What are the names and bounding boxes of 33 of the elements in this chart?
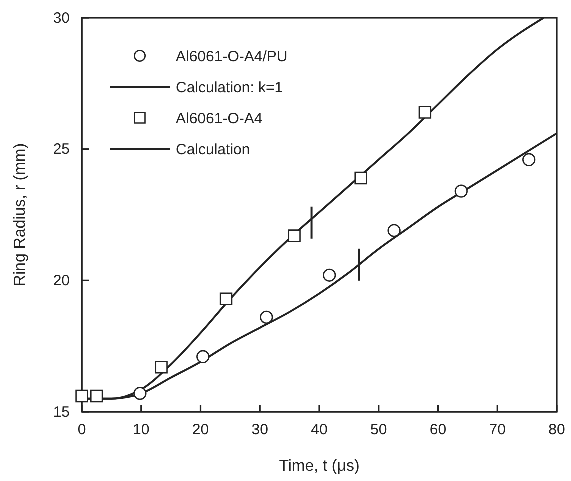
legend-label: Calculation: k=1 — [176, 79, 284, 96]
point — [288, 230, 301, 242]
x-tick-label: 70 — [489, 422, 506, 439]
point — [354, 172, 368, 185]
point — [418, 106, 432, 119]
x-tick-label: 0 — [78, 422, 86, 439]
point — [90, 390, 104, 403]
y-tick-label: 30 — [53, 10, 70, 27]
point — [388, 224, 401, 238]
point — [522, 153, 536, 166]
y-tick-label: 20 — [53, 272, 70, 290]
y-tick-label: 25 — [53, 141, 70, 158]
point — [323, 268, 336, 282]
x-tick-label: 60 — [430, 422, 447, 439]
x-tick-label: 80 — [548, 422, 566, 439]
x-tick-label: 40 — [311, 422, 328, 439]
point — [196, 350, 210, 364]
x-tick-label: 10 — [133, 422, 150, 439]
legend-label: Al6061-O-A4/PU — [176, 48, 288, 66]
point — [155, 360, 168, 374]
y-axis-title: Ring Radius, r (mm) — [12, 143, 29, 287]
point — [76, 390, 88, 403]
x-tick-label: 50 — [370, 422, 388, 439]
x-tick-label: 20 — [192, 422, 210, 439]
x-axis-title: Time, t (μs) — [279, 458, 360, 475]
legend-label: Calculation — [176, 141, 250, 158]
y-tick-label: 15 — [53, 404, 70, 421]
point — [134, 387, 147, 400]
legend-label: Al6061-O-A4 — [176, 110, 263, 128]
point — [260, 310, 274, 324]
x-tick-label: 30 — [252, 422, 268, 439]
point — [220, 292, 233, 306]
point — [454, 184, 468, 198]
